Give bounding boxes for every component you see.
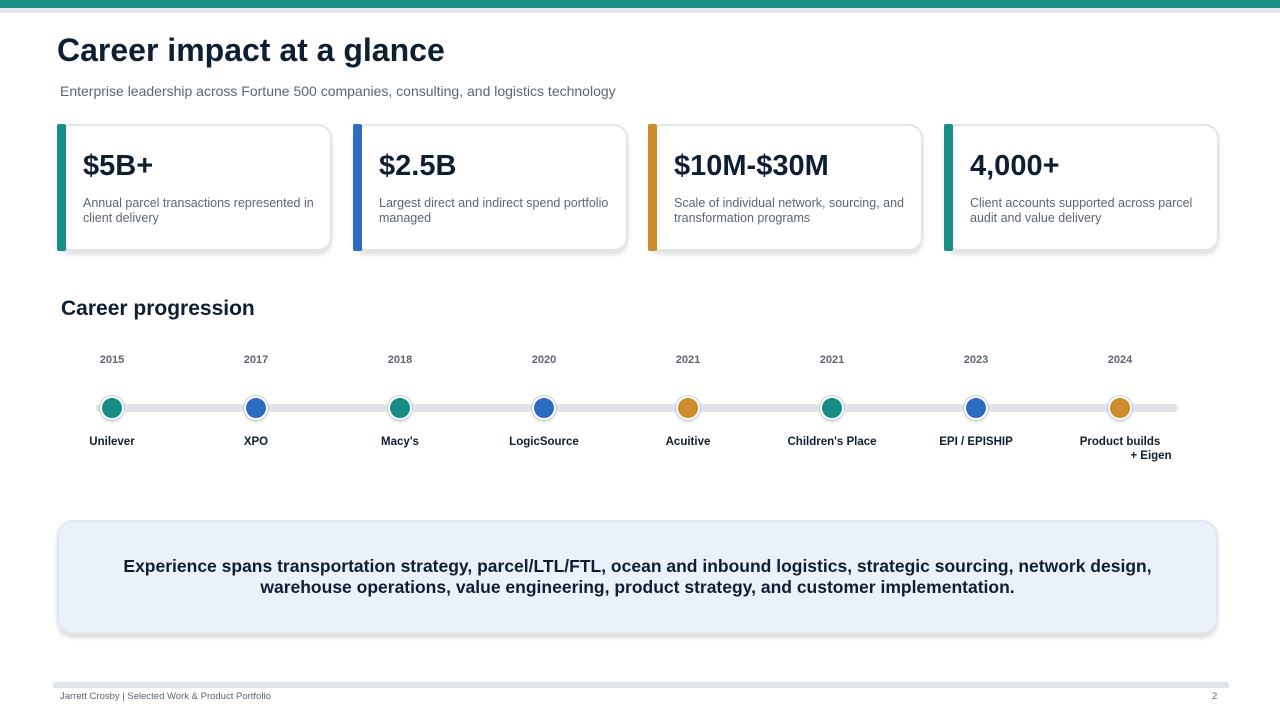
milestone-company: Macy's [381,436,419,448]
milestone-dot [532,396,556,420]
footer-divider [53,682,1229,688]
page-subtitle: Enterprise leadership across Fortune 500… [60,83,616,99]
card-accent-bar [944,124,953,251]
timeline-milestone: 2018 Macy's [330,354,470,448]
card-accent-bar [353,124,362,251]
section-title-career-progression: Career progression [61,297,255,320]
milestone-year: 2023 [963,354,989,366]
page-title: Career impact at a glance [57,32,445,68]
metric-description: Annual parcel transactions represented i… [83,196,314,225]
milestone-year: 2018 [387,354,413,366]
metric-card-program-scale: $10M-$30M Scale of individual network, s… [648,124,923,251]
top-accent-shadow [0,8,1280,13]
metric-value: $5B+ [83,150,154,182]
timeline-track [96,404,1178,412]
milestone-dot [820,396,844,420]
milestone-company-line1: Product builds [1079,436,1161,448]
milestone-year: 2021 [675,354,701,366]
milestone-year: 2020 [531,354,557,366]
milestone-company: Product builds + Eigen [1050,435,1190,463]
metric-value: $10M-$30M [674,150,829,182]
metric-value: $2.5B [379,150,457,182]
card-accent-bar [648,124,657,251]
card-accent-bar [57,124,66,251]
milestone-year: 2021 [819,354,845,366]
timeline-milestone: 2021 Children's Place [762,354,902,448]
metric-description: Client accounts supported across parcel … [970,196,1193,225]
milestone-dot [964,396,988,420]
metric-description: Largest direct and indirect spend portfo… [379,196,609,225]
timeline-milestone: 2020 LogicSource [474,354,614,448]
milestone-dot [1108,396,1132,420]
milestone-company-line2: + Eigen [1130,450,1172,462]
timeline-milestone: 2024 Product builds + Eigen [1050,354,1190,462]
milestone-company: Children's Place [787,436,877,448]
footer-credit: Jarrett Crosby | Selected Work & Product… [60,691,271,702]
page-number: 2 [1212,691,1218,702]
milestone-year: 2015 [99,354,125,366]
timeline-milestone: 2023 EPI / EPISHIP [906,354,1046,448]
milestone-dot [676,396,700,420]
milestone-company: Acuitive [665,436,711,448]
milestone-dot [388,396,412,420]
milestone-dot [244,396,268,420]
milestone-year: 2024 [1107,354,1133,366]
metric-card-parcel-transactions: $5B+ Annual parcel transactions represen… [57,124,332,251]
milestone-company: LogicSource [509,436,579,448]
metric-card-spend-portfolio: $2.5B Largest direct and indirect spend … [353,124,628,251]
metric-card-client-accounts: 4,000+ Client accounts supported across … [944,124,1219,251]
experience-summary-panel: Experience spans transportation strategy… [57,520,1218,634]
timeline-milestone: 2021 Acuitive [618,354,758,448]
milestone-company: EPI / EPISHIP [939,436,1013,448]
milestone-company: Unilever [89,436,135,448]
timeline-milestone: 2017 XPO [186,354,326,448]
timeline-milestone: 2015 Unilever [42,354,182,448]
milestone-dot [100,396,124,420]
top-accent-bar [0,0,1280,8]
milestone-company: XPO [243,436,269,448]
metric-value: 4,000+ [970,150,1060,182]
metric-description: Scale of individual network, sourcing, a… [674,196,904,225]
milestone-year: 2017 [243,354,269,366]
experience-summary-text: Experience spans transportation strategy… [123,556,1152,597]
